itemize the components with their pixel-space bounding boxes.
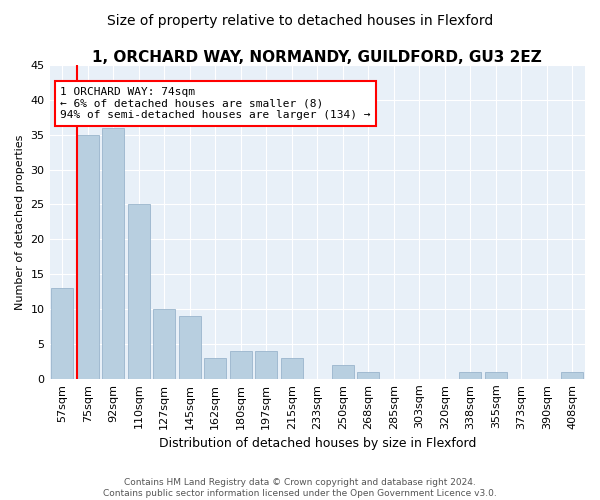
Bar <box>52 288 73 379</box>
Bar <box>230 351 251 379</box>
Bar <box>179 316 200 379</box>
Text: Contains HM Land Registry data © Crown copyright and database right 2024.
Contai: Contains HM Land Registry data © Crown c… <box>103 478 497 498</box>
Bar <box>332 365 353 379</box>
Title: 1, ORCHARD WAY, NORMANDY, GUILDFORD, GU3 2EZ: 1, ORCHARD WAY, NORMANDY, GUILDFORD, GU3… <box>92 50 542 65</box>
Bar <box>205 358 226 379</box>
Bar <box>460 372 481 379</box>
Text: 1 ORCHARD WAY: 74sqm
← 6% of detached houses are smaller (8)
94% of semi-detache: 1 ORCHARD WAY: 74sqm ← 6% of detached ho… <box>60 87 371 120</box>
Bar <box>77 134 98 379</box>
Text: Size of property relative to detached houses in Flexford: Size of property relative to detached ho… <box>107 14 493 28</box>
Bar <box>358 372 379 379</box>
Bar <box>103 128 124 379</box>
Bar <box>281 358 302 379</box>
Bar <box>562 372 583 379</box>
Y-axis label: Number of detached properties: Number of detached properties <box>15 134 25 310</box>
Bar <box>256 351 277 379</box>
X-axis label: Distribution of detached houses by size in Flexford: Distribution of detached houses by size … <box>158 437 476 450</box>
Bar <box>128 204 149 379</box>
Bar <box>154 309 175 379</box>
Bar <box>485 372 506 379</box>
